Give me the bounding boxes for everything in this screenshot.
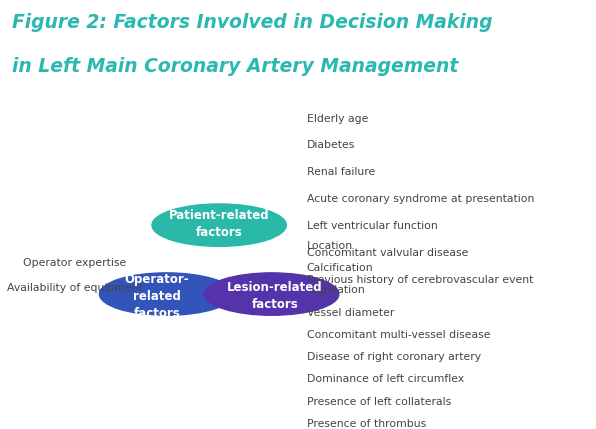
Text: Elderly age: Elderly age — [307, 114, 368, 124]
Text: Calcification: Calcification — [307, 263, 373, 273]
Text: Presence of left collaterals: Presence of left collaterals — [307, 397, 451, 407]
Text: Dominance of left circumflex: Dominance of left circumflex — [307, 375, 464, 384]
Text: Figure 2: Factors Involved in Decision Making: Figure 2: Factors Involved in Decision M… — [12, 13, 492, 32]
Text: Operator-
related
factors: Operator- related factors — [125, 273, 189, 320]
Text: Patient-related
factors: Patient-related factors — [169, 208, 269, 239]
Text: Lesion-related
factors: Lesion-related factors — [227, 281, 322, 311]
Text: Renal failure: Renal failure — [307, 167, 375, 177]
Text: Previous history of cerebrovascular event: Previous history of cerebrovascular even… — [307, 275, 533, 285]
Text: Disease of right coronary artery: Disease of right coronary artery — [307, 352, 481, 362]
Text: in Left Main Coronary Artery Management: in Left Main Coronary Artery Management — [12, 57, 458, 76]
Text: Operator expertise: Operator expertise — [23, 258, 126, 268]
Text: Concomitant valvular disease: Concomitant valvular disease — [307, 248, 468, 258]
FancyBboxPatch shape — [3, 91, 593, 422]
Text: Acute coronary syndrome at presentation: Acute coronary syndrome at presentation — [307, 194, 534, 204]
Ellipse shape — [204, 273, 339, 315]
Text: Vessel diameter: Vessel diameter — [307, 308, 394, 317]
Text: Diabetes: Diabetes — [307, 140, 355, 151]
Text: Location: Location — [307, 241, 353, 251]
Ellipse shape — [152, 204, 286, 246]
Text: Concomitant multi-vessel disease: Concomitant multi-vessel disease — [307, 330, 491, 340]
Text: Presence of thrombus: Presence of thrombus — [307, 419, 426, 429]
Text: Left ventricular function: Left ventricular function — [307, 221, 437, 231]
Ellipse shape — [100, 273, 234, 315]
Text: Angulation: Angulation — [307, 285, 365, 295]
Text: Availability of equipment: Availability of equipment — [7, 283, 143, 293]
